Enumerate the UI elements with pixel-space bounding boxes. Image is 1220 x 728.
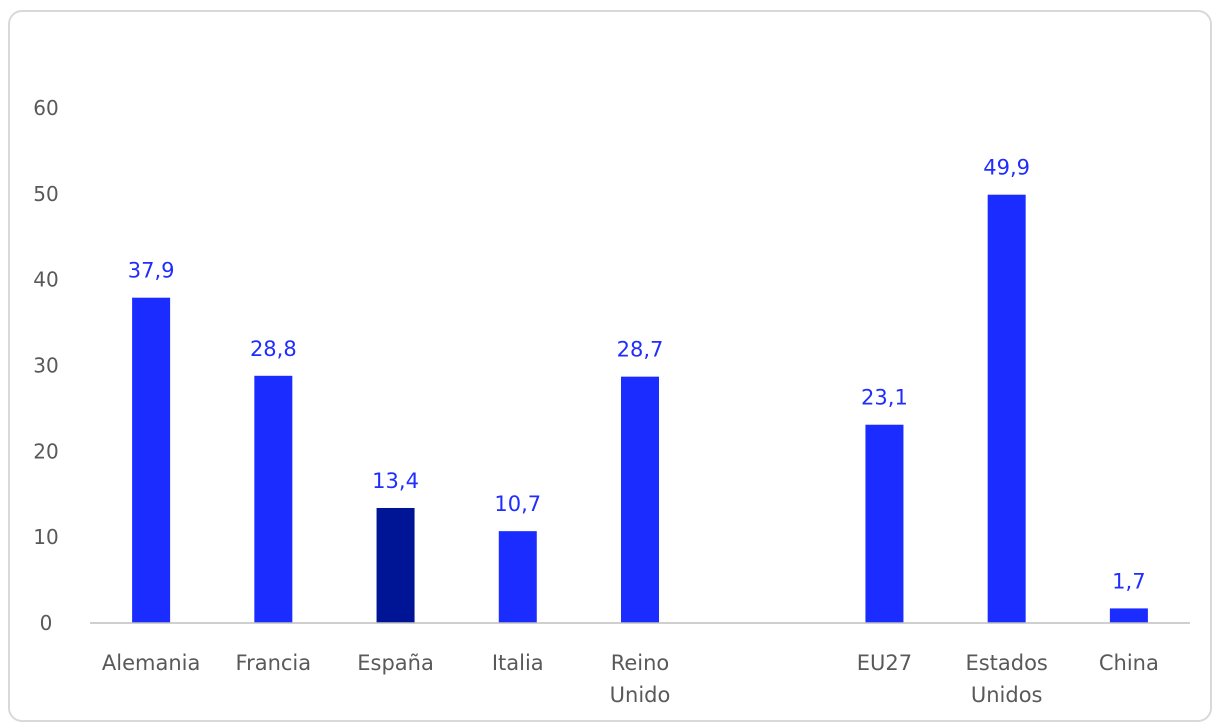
y-tick-label: 60 [33, 96, 58, 120]
bar-italia [498, 531, 537, 623]
x-tick-label: Alemania [102, 651, 200, 675]
data-label: 1,7 [1112, 569, 1145, 593]
bar-china [1109, 608, 1148, 623]
bar-series: 37,9 28,8 13,4 10,7 28,7 23,1 49,9 1,7 [128, 156, 1148, 624]
x-tick-label: EU27 [857, 651, 912, 675]
y-tick-label: 0 [40, 611, 53, 635]
y-tick-label: 30 [33, 354, 58, 378]
x-tick-label: España [357, 651, 434, 675]
y-tick-label: 40 [33, 268, 58, 292]
data-label: 28,7 [617, 338, 664, 362]
y-axis: 0 10 20 30 40 50 60 [33, 96, 58, 635]
data-label: 49,9 [983, 156, 1030, 180]
data-label: 28,8 [250, 337, 297, 361]
data-label: 23,1 [861, 386, 908, 410]
data-label: 37,9 [128, 259, 175, 283]
x-tick-label: Reino Unido [610, 651, 671, 707]
x-axis: Alemania Francia España Italia Reino Unido EU2… [90, 622, 1190, 707]
data-label: 10,7 [494, 492, 541, 516]
y-tick-label: 20 [33, 439, 58, 463]
bar-españa [376, 507, 415, 623]
x-tick-label: China [1099, 651, 1159, 675]
bar-reino-unido [621, 376, 659, 623]
bar-francia [254, 375, 293, 623]
y-tick-label: 10 [33, 525, 58, 549]
x-tick-label: Estados Unidos [965, 651, 1047, 707]
x-tick-label: Italia [492, 651, 544, 675]
data-label: 13,4 [372, 469, 419, 493]
x-tick-label: Francia [236, 651, 312, 675]
bar-estados-unidos [987, 194, 1026, 624]
bar-eu27 [865, 424, 904, 623]
y-tick-label: 50 [33, 182, 58, 206]
bar-alemania [132, 297, 171, 623]
